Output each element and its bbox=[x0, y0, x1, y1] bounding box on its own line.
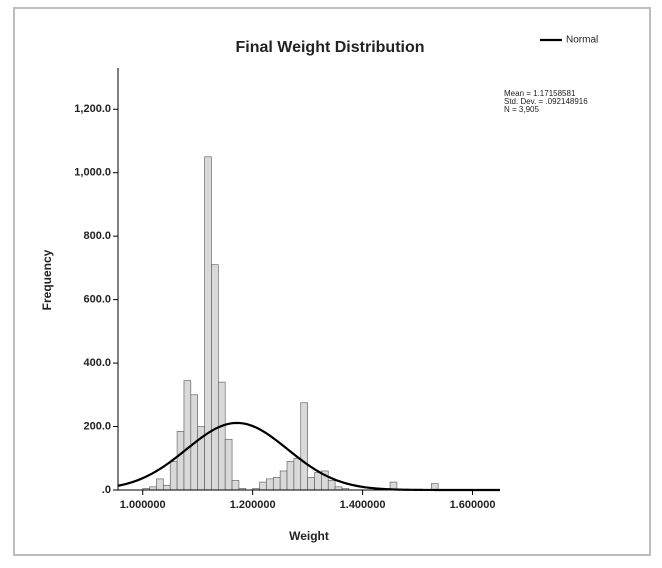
stat-label: Mean = 1.17158581 bbox=[504, 89, 576, 98]
bar bbox=[224, 438, 233, 491]
bar bbox=[163, 484, 171, 491]
bar bbox=[176, 431, 185, 491]
chart-title: Final Weight Distribution bbox=[235, 39, 424, 56]
x-tick-label: 1.400000 bbox=[340, 499, 386, 511]
x-tick-label: 1.200000 bbox=[230, 499, 276, 511]
bar bbox=[259, 481, 267, 491]
y-tick-label: 200.0 bbox=[83, 420, 111, 432]
bar bbox=[286, 461, 295, 491]
y-axis-label: Frequency bbox=[40, 249, 54, 310]
x-tick-label: 1.600000 bbox=[450, 499, 496, 511]
x-tick-label: 1.000000 bbox=[120, 499, 166, 511]
bar bbox=[231, 480, 240, 491]
bar bbox=[300, 402, 308, 491]
plot-area bbox=[118, 68, 500, 490]
stat-label: N = 3,905 bbox=[504, 105, 539, 114]
bar bbox=[327, 480, 336, 491]
bar bbox=[266, 478, 274, 491]
y-tick-label: 800.0 bbox=[83, 230, 111, 242]
bar bbox=[293, 457, 302, 491]
bar bbox=[272, 477, 281, 491]
bar bbox=[204, 156, 212, 491]
bar bbox=[218, 381, 226, 491]
y-tick-label: 600.0 bbox=[83, 294, 111, 306]
bar bbox=[169, 461, 178, 491]
bar bbox=[183, 380, 192, 491]
bar bbox=[307, 477, 315, 491]
x-axis-label: Weight bbox=[289, 529, 329, 543]
legend-label: Normal bbox=[566, 35, 598, 46]
bar bbox=[314, 472, 322, 491]
y-tick-label: 400.0 bbox=[83, 357, 111, 369]
y-tick-label: .0 bbox=[102, 484, 111, 496]
bar bbox=[156, 478, 164, 491]
bar bbox=[211, 264, 219, 491]
y-tick-label: 1,200.0 bbox=[74, 103, 111, 115]
bar bbox=[279, 470, 288, 491]
y-tick-label: 1,000.0 bbox=[74, 167, 111, 179]
stat-label: Std. Dev. = .092148916 bbox=[504, 97, 588, 106]
